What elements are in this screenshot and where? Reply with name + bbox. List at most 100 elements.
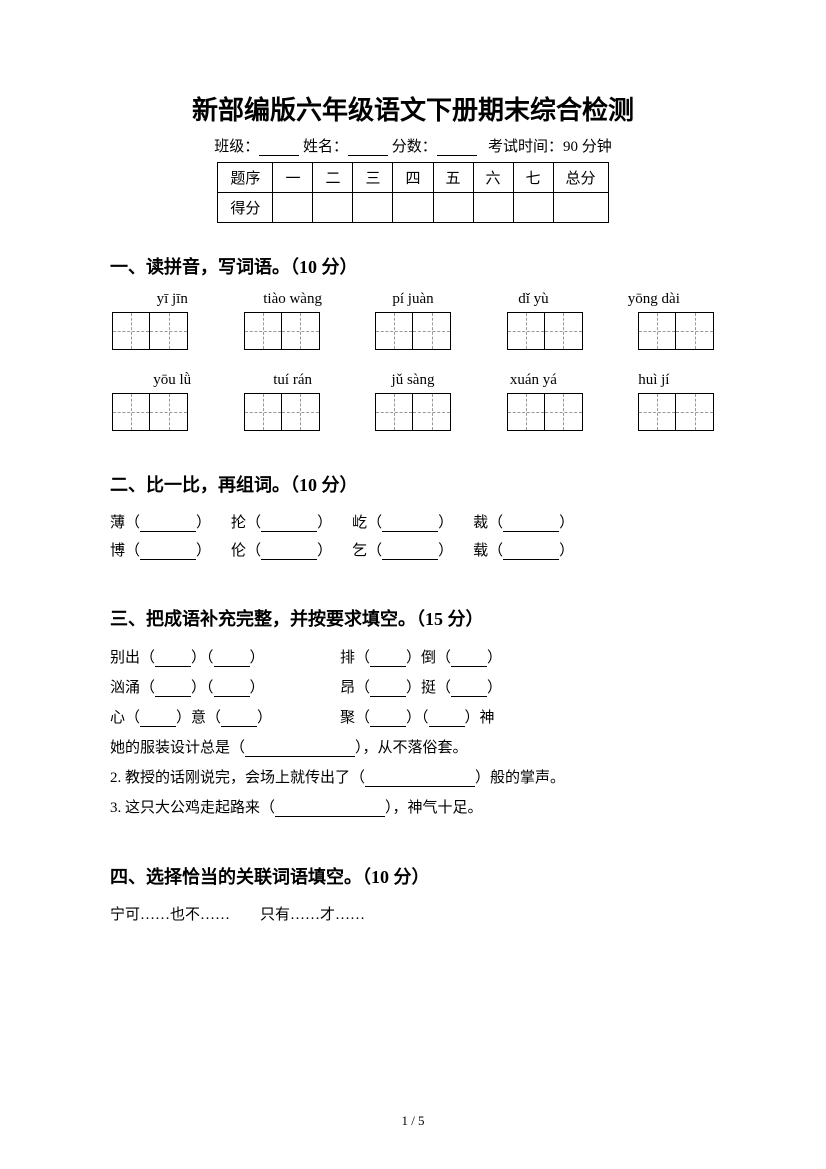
pinyin-row-2: yōu lǜ tuí rán jǔ sàng xuán yá huì jí [110,372,716,389]
blank[interactable] [245,741,355,757]
cell: 四 [393,163,433,193]
name-label: 姓名： [303,139,348,155]
text: ），从不落俗套。 [355,740,468,756]
name-blank[interactable] [348,140,388,156]
blank[interactable] [503,516,559,532]
blank[interactable] [155,651,191,667]
pinyin: dǐ yù [473,291,593,308]
text: ）般的掌声。 [475,770,565,786]
blank[interactable] [140,544,196,560]
idiom-row: 汹涌（）（） 昂（）挺（） [110,673,716,703]
blank[interactable] [451,681,487,697]
compare-row-1: 薄（） 抡（） 屹（） 裁（） [110,509,716,537]
cell-blank[interactable] [273,193,313,223]
compare-row-2: 博（） 伦（） 乞（） 载（） [110,537,716,565]
char: 乞 [352,543,367,559]
char: 载 [473,543,488,559]
blank[interactable] [370,681,406,697]
idiom-row: 别出（）（） 排（）倒（） [110,643,716,673]
cell: 得分 [218,193,273,223]
blank[interactable] [370,651,406,667]
blank[interactable] [429,711,465,727]
tian-pair[interactable] [507,312,583,350]
blank[interactable] [140,711,176,727]
sentence-3: 3. 这只大公鸡走起路来（ ），神气十足。 [110,793,716,823]
pinyin: yī jīn [112,291,232,308]
cell-blank[interactable] [393,193,433,223]
cell-blank[interactable] [473,193,513,223]
cell-blank[interactable] [553,193,608,223]
boxes-row-2 [110,393,716,431]
pinyin: yōu lǜ [112,372,232,389]
tian-pair[interactable] [638,312,714,350]
cell: 七 [513,163,553,193]
score-label: 分数： [392,139,437,155]
class-blank[interactable] [259,140,299,156]
time-label: 考试时间：90 分钟 [488,139,612,155]
cell: 六 [473,163,513,193]
text: ），神气十足。 [385,800,483,816]
tian-pair[interactable] [112,312,188,350]
blank[interactable] [275,801,385,817]
char: 裁 [473,515,488,531]
text: 3. 这只大公鸡走起路来（ [110,800,275,816]
blank[interactable] [365,771,475,787]
conj-options: 宁可……也不…… 只有……才…… [110,901,716,929]
cell: 题序 [218,163,273,193]
cell: 五 [433,163,473,193]
blank[interactable] [382,516,438,532]
blank[interactable] [261,544,317,560]
idiom-row: 心（）意（） 聚（）（）神 [110,703,716,733]
section4-head: 四、选择恰当的关联词语填空。（10 分） [110,863,716,889]
blank[interactable] [382,544,438,560]
tian-pair[interactable] [375,393,451,431]
pinyin: tuí rán [232,372,352,389]
blank[interactable] [503,544,559,560]
score-table: 题序 一 二 三 四 五 六 七 总分 得分 [217,162,608,223]
pinyin: huì jí [594,372,714,389]
pinyin: jǔ sàng [353,372,473,389]
score-blank[interactable] [437,140,477,156]
cell-blank[interactable] [433,193,473,223]
tian-pair[interactable] [112,393,188,431]
pinyin: tiào wàng [232,291,352,308]
tian-pair[interactable] [638,393,714,431]
blank[interactable] [155,681,191,697]
section3-head: 三、把成语补充完整，并按要求填空。（15 分） [110,605,716,631]
class-label: 班级： [214,139,259,155]
pinyin: xuán yá [473,372,593,389]
cell-blank[interactable] [313,193,353,223]
char: 屹 [352,515,367,531]
blank[interactable] [221,711,257,727]
text: 她的服装设计总是（ [110,740,245,756]
tian-pair[interactable] [244,393,320,431]
cell-blank[interactable] [353,193,393,223]
cell-blank[interactable] [513,193,553,223]
section1-head: 一、读拼音，写词语。（10 分） [110,253,716,279]
pinyin: yōng dài [594,291,714,308]
pinyin: pí juàn [353,291,473,308]
info-line: 班级： 姓名： 分数： 考试时间：90 分钟 [110,135,716,156]
char: 抡 [231,515,246,531]
tian-pair[interactable] [244,312,320,350]
cell: 二 [313,163,353,193]
page-footer: 1 / 5 [0,1113,826,1129]
tian-pair[interactable] [375,312,451,350]
cell: 一 [273,163,313,193]
tian-pair[interactable] [507,393,583,431]
cell: 总分 [553,163,608,193]
page-title: 新部编版六年级语文下册期末综合检测 [110,90,716,127]
blank[interactable] [451,651,487,667]
blank[interactable] [370,711,406,727]
text: 2. 教授的话刚说完，会场上就传出了（ [110,770,365,786]
pinyin-row-1: yī jīn tiào wàng pí juàn dǐ yù yōng dài [110,291,716,308]
sentence-1: 她的服装设计总是（ ），从不落俗套。 [110,733,716,763]
blank[interactable] [140,516,196,532]
blank[interactable] [261,516,317,532]
boxes-row-1 [110,312,716,350]
blank[interactable] [214,681,250,697]
sentence-2: 2. 教授的话刚说完，会场上就传出了（ ）般的掌声。 [110,763,716,793]
char: 博 [110,543,125,559]
blank[interactable] [214,651,250,667]
char: 伦 [231,543,246,559]
